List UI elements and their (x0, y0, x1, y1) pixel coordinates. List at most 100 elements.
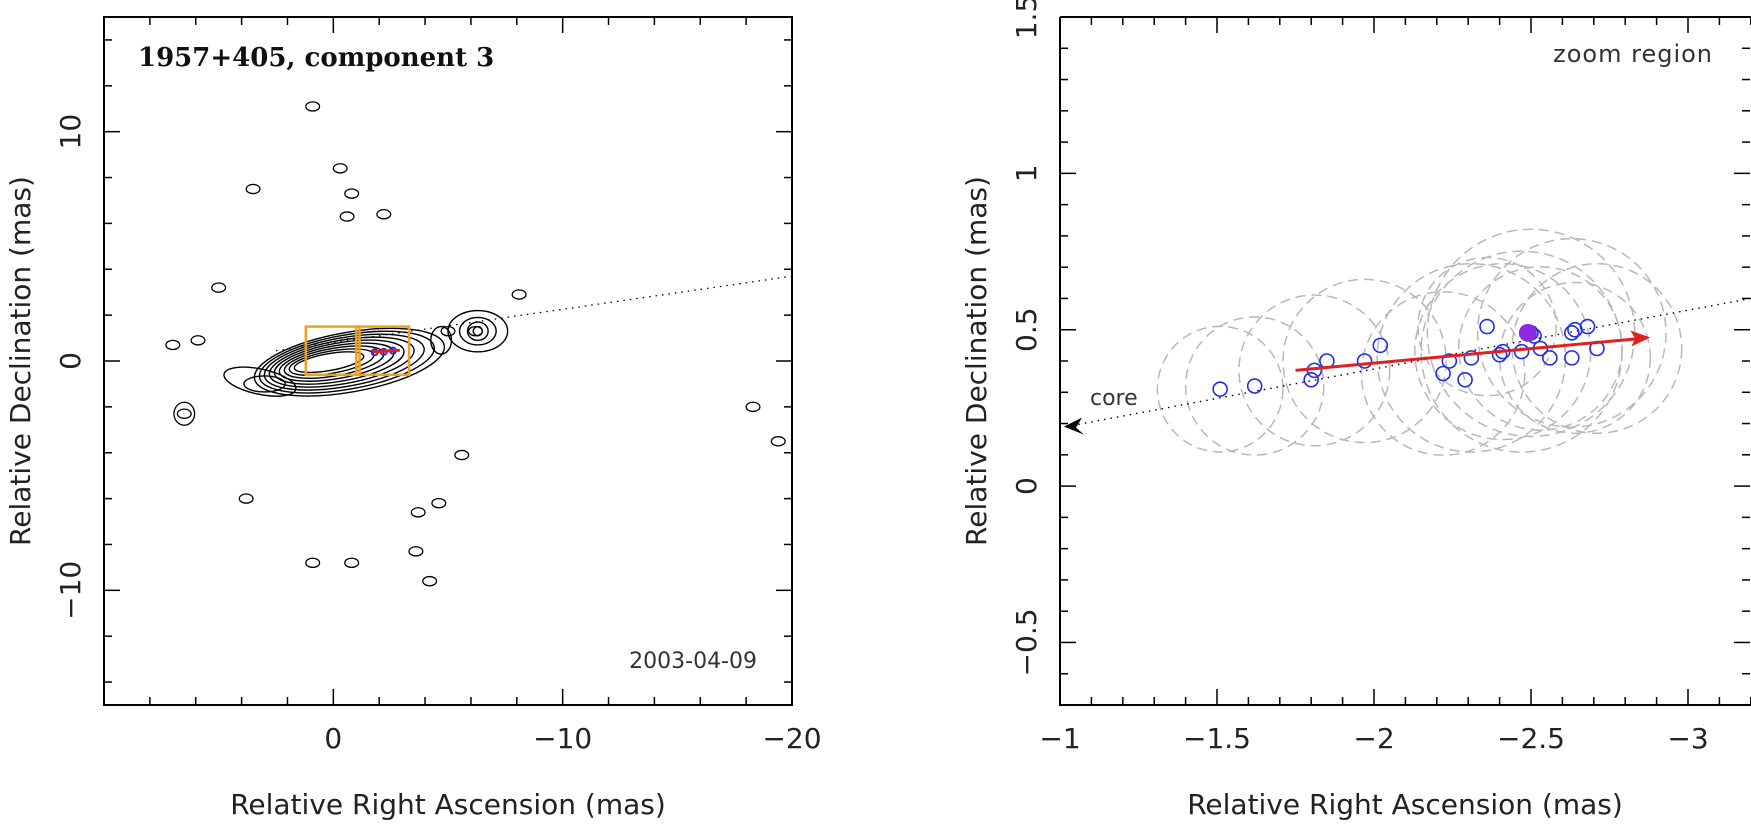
jet-axis-line (275, 275, 792, 352)
left-plot-frame (103, 16, 793, 706)
left-x-tick-label-0: 0 (324, 722, 342, 755)
zoom-box-inner (355, 325, 411, 377)
zoom-box-outer (304, 325, 361, 377)
right-x-tick-label-3: −2.5 (1497, 722, 1565, 755)
left-x-tick-label-1: −10 (533, 722, 592, 755)
core-contour-0 (253, 327, 446, 397)
motion-vector-small (372, 348, 400, 354)
isolated-contour-14 (770, 436, 786, 447)
position-point-14 (1513, 343, 1530, 360)
core-extension-contour (223, 366, 297, 397)
isolated-contour-11 (190, 335, 206, 346)
component-size-circle-1 (1184, 316, 1325, 456)
isolated-contour-4 (339, 211, 355, 222)
isolated-contour-13 (745, 401, 761, 413)
right-plot-area (1064, 228, 1751, 456)
isolated-contour-3 (344, 188, 360, 199)
left-panel-date: 2003-04-09 (629, 649, 757, 674)
right-x-tick-label-4: −3 (1667, 722, 1708, 755)
right-x-tick-label-1: −1.5 (1183, 722, 1251, 755)
right-x-tick-label-2: −2 (1353, 722, 1394, 755)
isolated-contour-9 (467, 325, 484, 337)
jet-knot-contour-1 (458, 316, 497, 346)
right-y-tick-label-1: 0 (1010, 477, 1043, 495)
isolated-contour-large (173, 401, 196, 426)
right-y-tick-label-0: −0.5 (1010, 608, 1043, 676)
left-x-axis-label: Relative Right Ascension (mas) (230, 788, 666, 821)
jet-knot-contour-small (430, 325, 453, 355)
isolated-contour-18 (431, 497, 447, 509)
isolated-contour-19 (408, 546, 424, 557)
position-point-22 (1579, 318, 1596, 335)
left-x-tick-label-2: −20 (762, 722, 821, 755)
component-size-circle-11 (1511, 262, 1683, 435)
position-point-21 (1567, 321, 1583, 338)
core-direction-arrowhead (1064, 417, 1084, 435)
component-size-circle-5 (1376, 262, 1567, 453)
core-contour-1 (258, 330, 435, 394)
core-contour-3 (268, 336, 415, 388)
left-y-axis-label: Relative Declination (mas) (4, 176, 37, 546)
isolated-contour-6 (211, 282, 227, 293)
position-point-6 (1372, 337, 1389, 354)
core-label: core (1090, 386, 1138, 411)
isolated-contour-17 (410, 507, 426, 518)
right-y-tick-label-2: 0.5 (1010, 307, 1043, 352)
position-point-10 (1463, 350, 1480, 366)
right-y-tick-label-3: 1 (1010, 164, 1043, 182)
isolated-contour-8 (440, 325, 456, 337)
component-size-circle-3 (1282, 278, 1447, 444)
isolated-contour-22 (422, 575, 438, 587)
right-x-tick-label-0: −1 (1039, 722, 1080, 755)
position-point-18 (1542, 350, 1558, 366)
motion-vector-arrowhead (1630, 330, 1651, 347)
right-axis-ticks: −1 −1.5 −2 −2.5 −3 −0.5 0 0.5 1 1.5 (1010, 0, 1751, 755)
isolated-contour-21 (344, 557, 360, 569)
core-contour-4 (273, 339, 405, 385)
motion-vector (1295, 337, 1637, 372)
reference-epoch-point (1518, 323, 1537, 342)
position-point-5 (1356, 353, 1373, 369)
component-size-circle-9 (1476, 237, 1667, 428)
isolated-contour-20 (305, 557, 321, 569)
position-point-9 (1457, 371, 1473, 388)
isolated-contour-2 (245, 183, 261, 195)
isolated-contour-10 (165, 339, 181, 351)
position-point-1 (1246, 378, 1263, 394)
component-size-circle-13 (1420, 250, 1623, 453)
left-y-tick-label-2: −10 (54, 561, 87, 620)
right-y-tick-label-4: 1.5 (1010, 0, 1043, 39)
core-extension-contour-inner (243, 375, 286, 393)
position-point-20 (1564, 350, 1580, 366)
position-point-0 (1212, 381, 1228, 397)
isolated-contour-16 (238, 493, 254, 504)
isolated-contour-12 (176, 408, 192, 419)
position-point-8 (1441, 353, 1458, 369)
position-point-7 (1435, 365, 1451, 382)
right-x-axis-label: Relative Right Ascension (mas) (1187, 788, 1623, 821)
position-point-2 (1303, 371, 1319, 388)
isolated-contour-15 (454, 449, 470, 461)
right-y-axis-label: Relative Declination (mas) (960, 176, 993, 546)
left-panel-title: 1957+405, component 3 (138, 43, 494, 73)
left-y-tick-label-0: 10 (54, 114, 87, 150)
right-panel: −1 −1.5 −2 −2.5 −3 −0.5 0 0.5 1 1.5 zoom region c… (960, 0, 1751, 821)
left-plot-area (165, 101, 792, 587)
isolated-contour-7 (511, 289, 527, 300)
jet-knot-contour-2 (466, 321, 489, 342)
component-size-circle-4 (1360, 291, 1526, 456)
isolated-contour-1 (332, 163, 348, 174)
zoom-region-label: zoom region (1553, 40, 1713, 68)
left-panel: 0 −10 −20 10 0 −10 1957+405, component 3 2003… (4, 16, 822, 821)
position-point-11 (1479, 318, 1495, 335)
isolated-contour-5 (376, 208, 392, 220)
position-point-12 (1491, 346, 1508, 363)
isolated-contour-0 (305, 101, 321, 112)
core-contour-8 (293, 351, 365, 374)
position-point-19 (1564, 325, 1580, 341)
component-size-circle-2 (1238, 294, 1391, 447)
left-y-tick-label-1: 0 (54, 352, 87, 370)
left-axis-ticks: 0 −10 −20 10 0 −10 (54, 17, 822, 755)
component-size-circle-10 (1498, 281, 1652, 434)
